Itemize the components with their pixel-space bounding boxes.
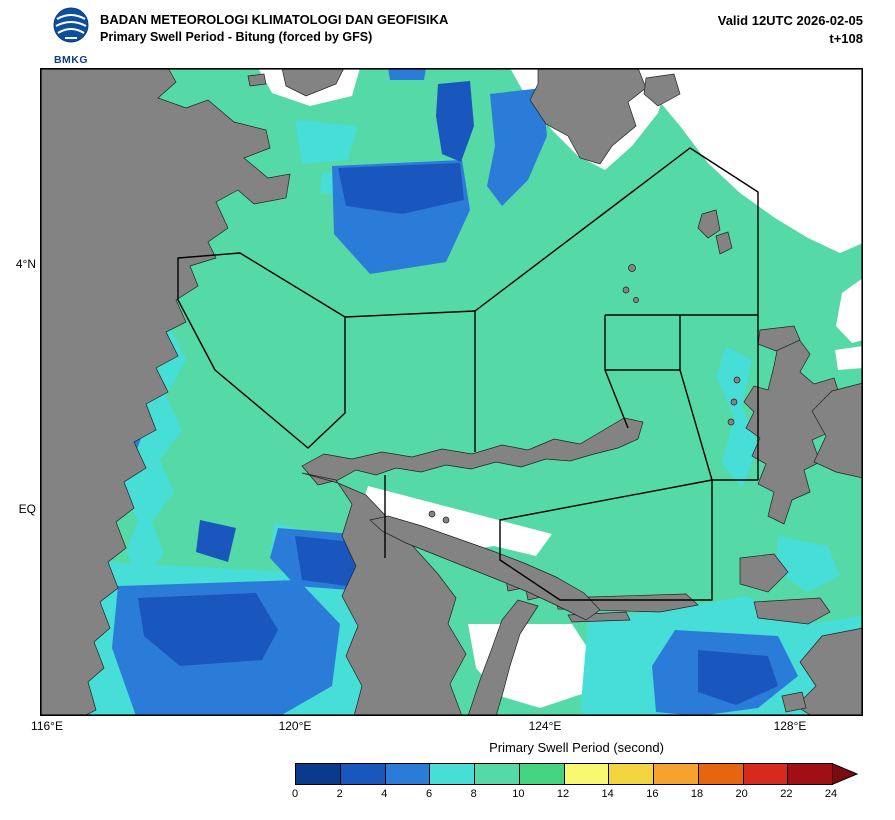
- colorbar-segment: [608, 764, 653, 784]
- land-talaud: [697, 209, 721, 239]
- colorbar-tick: 22: [780, 788, 793, 800]
- land-sulawesi-se-arm: [467, 599, 539, 716]
- colorbar-tick: 18: [690, 788, 704, 800]
- land-borneo: [40, 68, 291, 716]
- bmkg-logo: BMKG: [47, 5, 95, 66]
- land-islet: [247, 73, 267, 87]
- land-islets-top: [281, 68, 345, 97]
- colorbar-segment: [787, 764, 832, 784]
- colorbar-segment: [296, 764, 340, 784]
- island-dot: [730, 398, 738, 406]
- island-dot: [628, 264, 636, 272]
- colorbar-segment: [384, 764, 430, 784]
- header-validity: Valid 12UTC 2026-02-05 t+108: [718, 12, 863, 48]
- header-product-title: Primary Swell Period - Bitung (forced by…: [100, 30, 373, 44]
- land-halmahera: [743, 337, 841, 525]
- colorbar-ticks: 0 2 4 6 8 10 12 14 16 18 20 22 24: [292, 788, 837, 804]
- island-dot: [733, 376, 741, 384]
- x-axis-label: 124°E: [528, 719, 562, 733]
- island-dot: [622, 286, 630, 294]
- colorbar-segment: [742, 764, 788, 784]
- colorbar-arrow: [832, 763, 859, 785]
- colorbar-tick: 4: [381, 788, 388, 800]
- land-bottom-right: [795, 627, 863, 716]
- swell-2-4s-patches: [138, 81, 778, 705]
- colorbar-tick: 16: [646, 788, 659, 800]
- forecast-zone-boundaries: [177, 147, 759, 601]
- colorbar-segment: [429, 764, 474, 784]
- colorbar-tick: 2: [336, 788, 343, 800]
- colorbar-tick: 14: [601, 788, 614, 800]
- land-sulawesi-east-arm: [369, 515, 601, 621]
- map-svg: [40, 68, 863, 716]
- land-sulawesi-north-arm: [301, 417, 644, 486]
- land-islet: [643, 73, 681, 107]
- colorbar-title: Primary Swell Period (second): [489, 740, 664, 755]
- land-bacan: [739, 553, 789, 593]
- colorbar-tick: 0: [291, 788, 299, 800]
- island-dot: [633, 297, 639, 303]
- colorbar-segment: [339, 764, 385, 784]
- colorbar-segment: [474, 764, 519, 784]
- island-dot: [428, 510, 436, 518]
- colorbar-tick: 24: [824, 788, 838, 800]
- colorbar-tick: 8: [470, 788, 477, 800]
- x-axis-label: 120°E: [278, 719, 312, 733]
- land-talaud: [715, 231, 733, 255]
- island-dot: [727, 418, 735, 426]
- land-islet: [781, 691, 807, 713]
- colorbar-segment: [653, 764, 698, 784]
- forecast-step: t+108: [829, 31, 863, 46]
- header-agency-title: BADAN METEOROLOGI KLIMATOLOGI DAN GEOFIS…: [100, 12, 449, 27]
- y-axis-label: 4°N: [15, 257, 36, 271]
- land-shapes: [40, 68, 863, 716]
- land-right-edge: [811, 382, 863, 479]
- colorbar-segment: [697, 764, 743, 784]
- land-obi: [753, 597, 831, 625]
- colorbar-tick: 12: [556, 788, 570, 800]
- island-dot: [442, 516, 450, 524]
- x-axis-label: 128°E: [773, 719, 807, 733]
- colorbar-segment: [518, 764, 564, 784]
- colorbar-segments: [295, 763, 833, 785]
- y-axis-label: EQ: [18, 502, 36, 516]
- colorbar-tick: 20: [735, 788, 748, 800]
- x-axis-label: 116°E: [31, 719, 63, 733]
- map-frame: [40, 68, 863, 716]
- colorbar-segment: [563, 764, 609, 784]
- colorbar-tick: 10: [512, 788, 525, 800]
- bmkg-logo-icon: [53, 7, 89, 43]
- bmkg-logo-label: BMKG: [53, 54, 89, 66]
- valid-time: Valid 12UTC 2026-02-05: [717, 13, 863, 28]
- colorbar-tick: 6: [425, 788, 433, 800]
